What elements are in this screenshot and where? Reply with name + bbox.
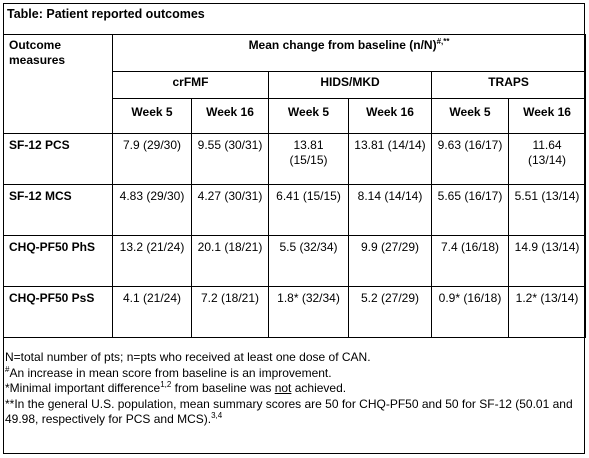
table-cell: 13.81 (14/14) <box>348 133 432 185</box>
table-cell: 5.2 (27/29) <box>348 286 432 338</box>
table-cell: 5.51 (13/14) <box>507 184 587 236</box>
table-row: CHQ-PF50 PhS 13.2 (21/24) 20.1 (18/21) 5… <box>3 235 587 287</box>
table-cell: 13.81 (15/15) <box>268 133 349 185</box>
footnote: 49.98, respectively for PCS and MCS).3,4 <box>5 411 223 427</box>
mean-change-header: Mean change from baseline (n/N)#,** <box>111 34 587 72</box>
table-cell: 1.8* (32/34) <box>268 286 349 338</box>
footnote: N=total number of pts; n=pts who receive… <box>5 350 371 364</box>
week-header: Week 16 <box>191 98 269 134</box>
table-cell: 6.41 (15/15) <box>268 184 349 236</box>
table-title: Table: Patient reported outcomes <box>7 7 205 21</box>
table-cell: 14.9 (13/14) <box>507 235 587 287</box>
table-cell: 9.55 (30/31) <box>191 133 269 185</box>
footnote: **In the general U.S. population, mean s… <box>5 396 573 411</box>
group-header-crfmf: crFMF <box>112 71 269 99</box>
table-cell: 9.9 (27/29) <box>348 235 432 287</box>
table-cell: 0.9* (16/18) <box>431 286 509 338</box>
table-cell: 11.64 (13/14) <box>507 133 587 185</box>
week-header: Week 16 <box>507 98 587 134</box>
table-cell: 4.83 (29/30) <box>112 184 192 236</box>
table-row: CHQ-PF50 PsS 4.1 (21/24) 7.2 (18/21) 1.8… <box>3 286 587 338</box>
table-cell: 20.1 (18/21) <box>191 235 269 287</box>
table-cell: 5.5 (32/34) <box>268 235 349 287</box>
measure-label: CHQ-PF50 PsS <box>3 286 113 338</box>
footnote: #An increase in mean score from baseline… <box>5 364 332 380</box>
table-cell: 4.1 (21/24) <box>112 286 192 338</box>
table-cell: 7.9 (29/30) <box>112 133 192 185</box>
table-cell: 9.63 (16/17) <box>431 133 509 185</box>
week-header: Week 5 <box>112 98 192 134</box>
table-row: SF-12 PCS 7.9 (29/30) 9.55 (30/31) 13.81… <box>3 133 587 185</box>
table-row: SF-12 MCS 4.83 (29/30) 4.27 (30/31) 6.41… <box>3 184 587 236</box>
group-header-traps: TRAPS <box>430 71 587 99</box>
week-header: Week 5 <box>268 98 349 134</box>
week-header: Week 16 <box>348 98 432 134</box>
table-footnotes: N=total number of pts; n=pts who receive… <box>5 350 573 428</box>
outcome-measures-header: Outcome measures <box>3 34 113 134</box>
outcomes-table: Outcome measures Mean change from baseli… <box>3 34 587 338</box>
measure-label: CHQ-PF50 PhS <box>3 235 113 287</box>
table-cell: 8.14 (14/14) <box>348 184 432 236</box>
footnote: *Minimal important difference1,2 from ba… <box>5 380 347 396</box>
table-cell: 5.65 (16/17) <box>431 184 509 236</box>
group-header-hids-mkd: HIDS/MKD <box>268 71 432 99</box>
table-cell: 7.4 (16/18) <box>431 235 509 287</box>
table-cell: 1.2* (13/14) <box>507 286 587 338</box>
table-cell: 7.2 (18/21) <box>191 286 269 338</box>
measure-label: SF-12 PCS <box>3 133 113 185</box>
week-header: Week 5 <box>431 98 509 134</box>
measure-label: SF-12 MCS <box>3 184 113 236</box>
table-cell: 13.2 (21/24) <box>112 235 192 287</box>
table-cell: 4.27 (30/31) <box>191 184 269 236</box>
